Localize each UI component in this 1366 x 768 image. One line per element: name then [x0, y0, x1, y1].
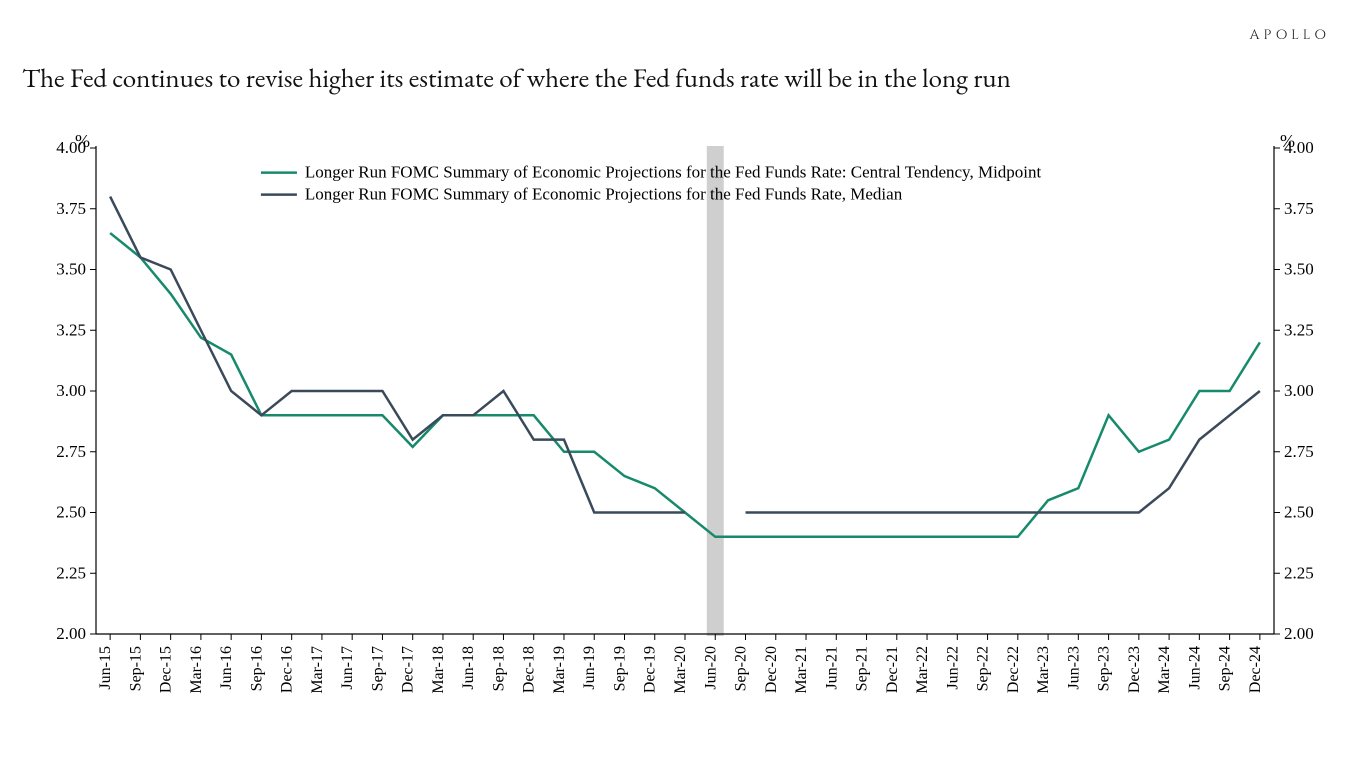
- xtick-label: Mar-22: [914, 646, 931, 694]
- ytick-right: 2.75: [1284, 442, 1314, 461]
- xtick-label: Jun-23: [1065, 646, 1082, 690]
- xtick-label: Mar-17: [309, 646, 326, 694]
- xtick-label: Jun-16: [218, 646, 235, 690]
- ytick-left: 2.25: [56, 563, 86, 582]
- chart-svg: 2.00 2.00 2.25 2.25 2.50 2.50 2.75 2.75 3.00 3.00…: [32, 130, 1334, 724]
- xtick-label: Dec-19: [642, 646, 659, 693]
- xtick-label: Mar-16: [188, 646, 205, 694]
- y-unit-right: %: [1280, 131, 1295, 151]
- brand-logo: APOLLO: [1249, 26, 1330, 45]
- xtick-label: Jun-24: [1186, 646, 1203, 690]
- xtick-label: Jun-15: [97, 646, 114, 690]
- xtick-label: Sep-19: [611, 646, 628, 691]
- y-unit-left: %: [75, 131, 90, 151]
- data-gap-band: [707, 146, 724, 636]
- ytick-left: 3.25: [56, 320, 86, 339]
- ytick-right: 3.25: [1284, 320, 1314, 339]
- ytick-left: 2.00: [56, 624, 86, 643]
- xtick-label: Dec-20: [763, 646, 780, 693]
- xtick-label: Dec-16: [279, 646, 296, 693]
- xtick-label: Dec-24: [1247, 646, 1264, 693]
- xtick-label: Dec-15: [158, 646, 175, 693]
- ytick-right: 3.50: [1284, 260, 1314, 279]
- line-chart: 2.00 2.00 2.25 2.25 2.50 2.50 2.75 2.75 3.00 3.00…: [32, 130, 1334, 724]
- xtick-label: Sep-15: [127, 646, 144, 691]
- xtick-label: Sep-16: [248, 646, 265, 691]
- xtick-label: Sep-17: [369, 646, 386, 691]
- xtick-label: Mar-20: [672, 646, 689, 694]
- xtick-label: Jun-20: [702, 646, 719, 690]
- page-title: The Fed continues to revise higher its e…: [22, 62, 1344, 96]
- xtick-label: Sep-18: [490, 646, 507, 691]
- legend-label: Longer Run FOMC Summary of Economic Proj…: [305, 163, 1042, 182]
- xtick-label: Mar-23: [1035, 646, 1052, 694]
- ytick-right: 2.00: [1284, 624, 1314, 643]
- xtick-label: Mar-24: [1156, 646, 1173, 694]
- xtick-label: Sep-22: [975, 646, 992, 691]
- ytick-right: 3.00: [1284, 381, 1314, 400]
- xtick-label: Sep-21: [854, 646, 871, 691]
- ytick-left: 3.00: [56, 381, 86, 400]
- ytick-left: 3.75: [56, 199, 86, 218]
- xtick-label: Jun-17: [339, 646, 356, 690]
- ytick-left: 3.50: [56, 260, 86, 279]
- ytick-left: 2.50: [56, 503, 86, 522]
- xtick-label: Dec-22: [1005, 646, 1022, 693]
- xtick-label: Dec-17: [400, 646, 417, 693]
- xtick-label: Mar-18: [430, 646, 447, 694]
- ytick-right: 2.25: [1284, 563, 1314, 582]
- xtick-label: Jun-18: [460, 646, 477, 690]
- xtick-label: Sep-20: [733, 646, 750, 691]
- legend-label: Longer Run FOMC Summary of Economic Proj…: [305, 185, 903, 204]
- xtick-label: Jun-21: [823, 646, 840, 690]
- xtick-label: Jun-19: [581, 646, 598, 690]
- ytick-right: 2.50: [1284, 503, 1314, 522]
- xtick-label: Mar-21: [793, 646, 810, 694]
- xtick-label: Dec-18: [521, 646, 538, 693]
- xtick-label: Jun-22: [944, 646, 961, 690]
- ytick-right: 3.75: [1284, 199, 1314, 218]
- ytick-left: 2.75: [56, 442, 86, 461]
- xtick-label: Sep-24: [1217, 646, 1234, 691]
- xtick-label: Dec-21: [884, 646, 901, 693]
- xtick-label: Mar-19: [551, 646, 568, 694]
- xtick-label: Sep-23: [1096, 646, 1113, 691]
- xtick-label: Dec-23: [1126, 646, 1143, 693]
